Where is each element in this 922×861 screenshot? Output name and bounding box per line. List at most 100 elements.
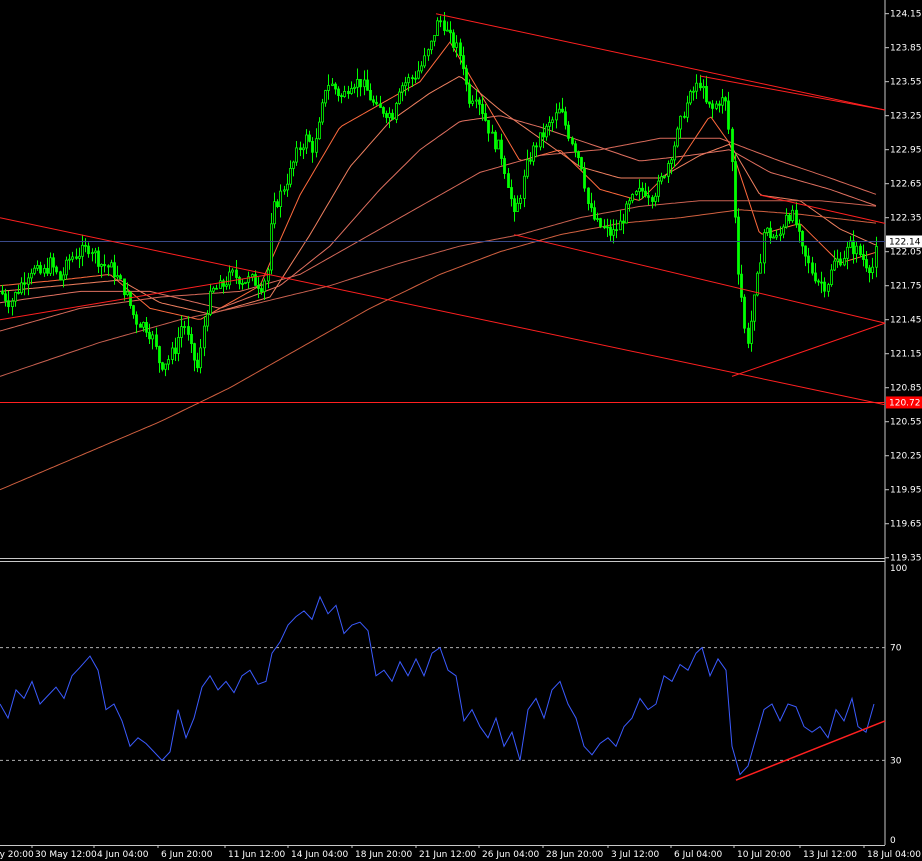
candle-body	[289, 167, 292, 185]
candle-body	[171, 347, 174, 360]
candle-body	[404, 82, 407, 87]
candle-body	[20, 282, 23, 294]
candle-body	[318, 121, 321, 140]
candle-body	[603, 226, 606, 229]
candle-body	[535, 145, 538, 148]
candle-body	[651, 197, 654, 202]
candle-body	[350, 88, 353, 94]
candle-body	[865, 259, 868, 269]
candle-body	[753, 294, 756, 322]
candle-body	[593, 207, 596, 220]
candle-body	[52, 257, 55, 268]
candle-body	[33, 267, 36, 274]
price-panel	[0, 12, 886, 491]
candle-body	[459, 42, 462, 57]
candle-body	[638, 187, 641, 192]
candle-body	[785, 214, 788, 228]
candle-body	[158, 346, 161, 364]
candle-body	[23, 282, 26, 285]
candle-body	[708, 101, 711, 105]
candle-body	[532, 145, 535, 162]
candle-body	[484, 113, 487, 121]
candles	[1, 12, 878, 377]
candle-body	[817, 280, 820, 283]
candle-body	[763, 232, 766, 264]
price-tick-label: 121.15	[890, 350, 922, 360]
candle-body	[449, 29, 452, 34]
candle-body	[206, 313, 209, 327]
candle-body	[513, 198, 516, 212]
candle-body	[423, 55, 426, 67]
candle-body	[577, 151, 580, 158]
candle-body	[481, 104, 484, 115]
candle-body	[167, 359, 170, 365]
candle-body	[196, 359, 199, 369]
candle-body	[68, 258, 71, 261]
candle-body	[135, 314, 138, 325]
candle-body	[78, 255, 81, 259]
price-tick-label: 119.65	[890, 520, 922, 530]
candle-body	[494, 131, 497, 150]
candle-body	[475, 99, 478, 102]
candle-body	[871, 266, 874, 274]
oscillator-line	[0, 595, 875, 776]
price-tick-label: 123.25	[890, 112, 922, 122]
trendline-6	[731, 322, 886, 377]
time-tick-label: 10 Jul 20:00	[737, 850, 791, 860]
candle-body	[587, 187, 590, 205]
candle-body	[827, 284, 830, 292]
candle-body	[663, 175, 666, 178]
candle-body	[305, 134, 308, 149]
candle-body	[670, 159, 673, 164]
candle-body	[145, 321, 148, 333]
price-tick-label: 124.15	[890, 10, 922, 20]
candle-body	[849, 240, 852, 248]
candle-body	[299, 147, 302, 150]
trendline-1	[0, 217, 886, 406]
candle-body	[84, 244, 87, 247]
price-tick-label: 120.25	[890, 452, 922, 462]
candle-body	[641, 187, 644, 192]
moving-average-line-6	[0, 209, 877, 491]
candle-body	[798, 224, 801, 232]
candle-body	[692, 90, 695, 93]
candle-body	[97, 250, 100, 267]
price-tick-label: 119.95	[890, 486, 922, 496]
candle-body	[455, 42, 458, 48]
trendline-2	[0, 273, 271, 321]
price-tick-label: 120.55	[890, 418, 922, 428]
candle-body	[30, 272, 33, 279]
candle-body	[676, 128, 679, 147]
time-tick-label: 28 Jun 20:00	[546, 850, 603, 860]
trendline-4	[513, 234, 886, 324]
time-tick-label: 14 Jun 04:00	[291, 850, 348, 860]
candle-body	[417, 70, 420, 79]
candle-body	[539, 132, 542, 148]
candle-body	[747, 327, 750, 344]
time-tick-label: 11 Jun 12:00	[228, 850, 285, 860]
candle-body	[507, 173, 510, 189]
candle-body	[647, 195, 650, 198]
oscillator-trendline	[735, 720, 886, 781]
candle-body	[843, 257, 846, 266]
candle-body	[382, 107, 385, 114]
candle-body	[852, 240, 855, 255]
candle-body	[510, 187, 513, 200]
candle-body	[110, 262, 113, 268]
candle-body	[561, 108, 564, 113]
candle-body	[337, 88, 340, 96]
candle-body	[721, 97, 724, 106]
candle-body	[263, 280, 266, 293]
candle-body	[667, 163, 670, 177]
candle-body	[695, 82, 698, 92]
candle-body	[609, 226, 612, 236]
candle-body	[247, 276, 250, 283]
candle-body	[103, 263, 106, 267]
candle-body	[654, 195, 657, 202]
candle-body	[811, 262, 814, 274]
candle-body	[542, 132, 545, 138]
candle-body	[731, 128, 734, 162]
candle-body	[331, 83, 334, 86]
